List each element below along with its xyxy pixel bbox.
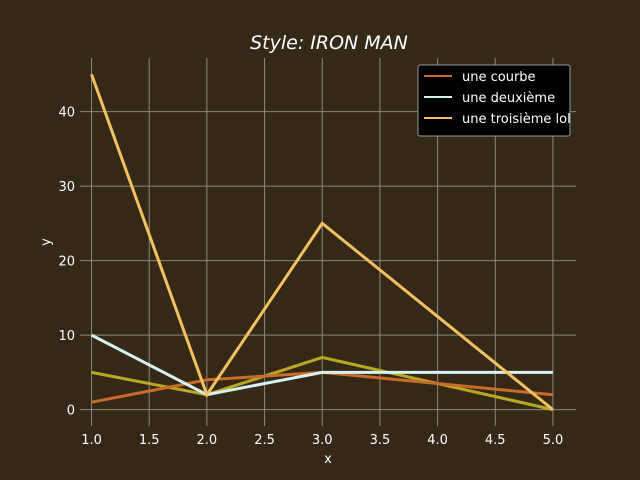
y-tick-labels: 0 10 20 30 40 xyxy=(58,106,75,419)
y-tick-label: 20 xyxy=(58,255,75,270)
y-axis-label: y xyxy=(39,238,54,246)
x-tick-label: 3.0 xyxy=(312,433,333,448)
x-tick-label: 2.5 xyxy=(254,433,275,448)
x-tick-label: 4.0 xyxy=(427,433,448,448)
series-lines xyxy=(90,73,554,412)
legend-box xyxy=(417,64,571,137)
y-tick-label: 30 xyxy=(58,180,75,195)
legend-label: une troisième lol xyxy=(462,112,571,127)
x-tick-label: 3.5 xyxy=(370,433,391,448)
x-tick-label: 5.0 xyxy=(543,433,564,448)
y-tick-label: 10 xyxy=(58,329,75,344)
legend-label: une courbe xyxy=(462,70,536,85)
y-tick-label: 0 xyxy=(67,404,75,419)
series-line-1 xyxy=(91,370,554,404)
legend-label: une deuxième xyxy=(462,91,555,106)
x-tick-label: 1.0 xyxy=(81,433,102,448)
y-tick-label: 40 xyxy=(58,106,75,121)
x-tick-label: 4.5 xyxy=(485,433,506,448)
series-line-3 xyxy=(90,73,554,411)
x-axis-label: x xyxy=(324,452,332,467)
x-tick-labels: 1.0 1.5 2.0 2.5 3.0 3.5 4.0 4.5 5.0 xyxy=(81,433,563,448)
x-tick-label: 1.5 xyxy=(139,433,160,448)
series-line-2 xyxy=(90,333,553,397)
chart-title: Style: IRON MAN xyxy=(250,32,408,54)
legend: une courbe une deuxième une troisième lol xyxy=(417,64,571,137)
x-tick-label: 2.0 xyxy=(197,433,218,448)
